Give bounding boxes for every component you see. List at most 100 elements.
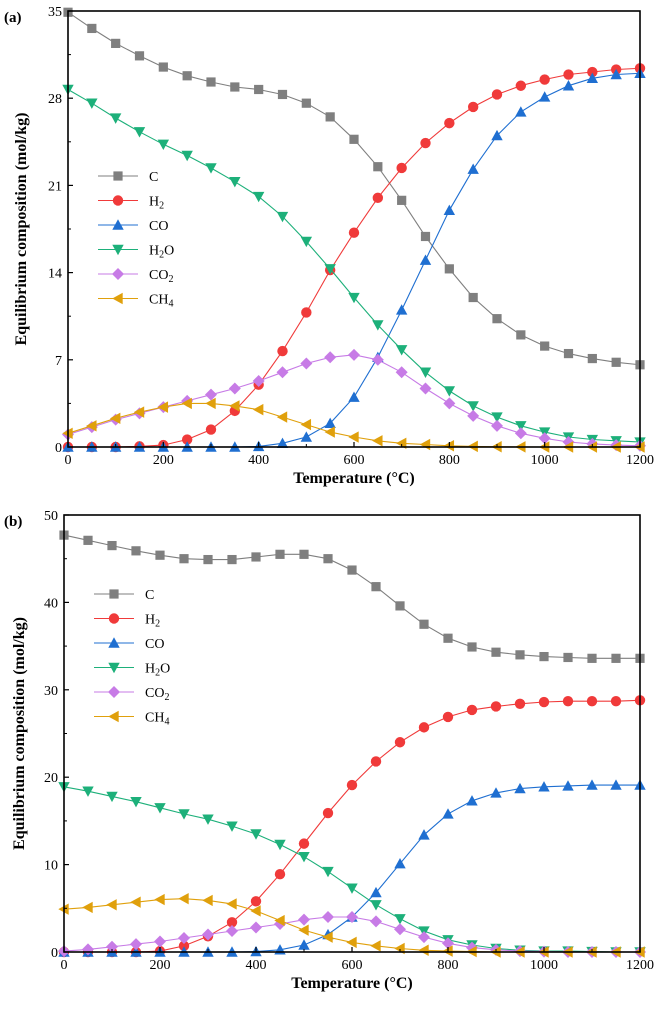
data-point: [515, 106, 527, 117]
legend-marker: [112, 244, 124, 256]
x-tick-label: 1200: [626, 453, 654, 468]
data-point: [226, 925, 238, 938]
data-point: [562, 80, 575, 91]
data-point: [322, 866, 334, 878]
data-point: [86, 420, 97, 432]
x-tick-label: 0: [61, 958, 68, 973]
data-point: [106, 899, 117, 911]
data-point: [276, 211, 289, 223]
data-point: [250, 896, 262, 907]
data-point: [466, 704, 478, 716]
data-point: [514, 427, 527, 440]
data-point: [373, 162, 383, 172]
legend-entry: H2: [98, 195, 164, 212]
legend-entry: CO2: [94, 686, 169, 703]
x-tick-label: 400: [248, 453, 269, 468]
data-point: [178, 892, 189, 905]
data-point: [370, 886, 382, 898]
data-point: [82, 901, 93, 914]
series-2: [62, 67, 646, 452]
data-point: [106, 791, 118, 803]
x-tick-label: 0: [65, 453, 72, 468]
legend-marker: [109, 589, 119, 599]
legend-label: CH4: [149, 293, 173, 310]
data-point: [300, 357, 313, 370]
data-point: [111, 38, 121, 48]
data-point: [133, 406, 145, 418]
data-point: [346, 911, 358, 924]
series-2: [58, 779, 646, 957]
x-tick-label: 200: [153, 453, 174, 468]
data-point: [322, 911, 334, 924]
legend: C H2 CO H2O CO2 CH4: [94, 588, 170, 728]
data-point: [562, 780, 574, 791]
data-point: [611, 357, 621, 367]
data-point: [444, 264, 454, 274]
legend-label: H2O: [149, 244, 174, 261]
data-point: [370, 756, 382, 767]
legend-entry: CH4: [98, 293, 173, 310]
data-point: [202, 928, 214, 941]
data-point: [301, 307, 312, 318]
data-point: [563, 69, 574, 80]
data-point: [134, 51, 145, 61]
data-point: [372, 435, 383, 447]
data-point: [418, 931, 430, 944]
data-point: [515, 421, 527, 432]
data-point: [538, 432, 551, 445]
data-point: [539, 651, 549, 662]
data-point: [226, 898, 237, 910]
data-point: [87, 23, 97, 34]
data-point: [251, 552, 261, 562]
data-point: [324, 417, 336, 429]
data-point: [323, 554, 333, 564]
legend-label: CH4: [145, 711, 169, 728]
data-point: [346, 779, 358, 791]
data-point: [348, 227, 360, 238]
data-point: [491, 412, 503, 423]
data-point: [395, 366, 408, 379]
legend-entry: C: [94, 588, 154, 603]
legend-marker: [108, 686, 120, 698]
data-point: [467, 409, 480, 422]
legend-marker: [108, 613, 120, 624]
data-point: [466, 795, 478, 806]
data-point: [346, 883, 358, 894]
legend-label: H2: [145, 613, 160, 630]
data-point: [157, 139, 170, 150]
legend-label: C: [149, 170, 158, 185]
y-tick-label: 28: [48, 92, 62, 107]
y-tick-label: 40: [44, 596, 58, 611]
data-point: [228, 382, 241, 395]
data-point: [442, 711, 454, 723]
data-point: [205, 397, 216, 410]
legend-entry: H2O: [98, 244, 174, 261]
y-tick-label: 10: [44, 859, 58, 874]
data-point: [563, 652, 573, 663]
data-point: [420, 231, 431, 242]
data-point: [419, 619, 429, 629]
legend-marker: [112, 219, 124, 230]
data-point: [538, 781, 550, 792]
panel-label: (b): [4, 514, 22, 530]
data-point: [300, 418, 312, 431]
y-axis-label: Equilibrium composition (mol/kg): [11, 617, 28, 850]
data-point: [252, 191, 265, 203]
data-point: [348, 348, 360, 361]
data-point: [443, 386, 456, 397]
data-point: [178, 940, 190, 952]
data-point: [348, 292, 360, 304]
data-point: [86, 98, 98, 109]
x-tick-label: 600: [342, 958, 363, 973]
x-tick-label: 200: [150, 958, 171, 973]
legend-label: H2O: [145, 662, 170, 679]
chart-panel-a: 0 200 400 600 800 1000 1200 0 7 14 21 28 35 Temperatu…: [4, 5, 654, 487]
data-point: [515, 80, 527, 91]
data-point: [418, 829, 430, 840]
data-point: [492, 314, 502, 324]
data-point: [467, 163, 479, 174]
data-point: [419, 382, 432, 395]
data-point: [394, 914, 406, 925]
data-point: [420, 137, 431, 149]
legend-label: CO2: [145, 686, 169, 703]
